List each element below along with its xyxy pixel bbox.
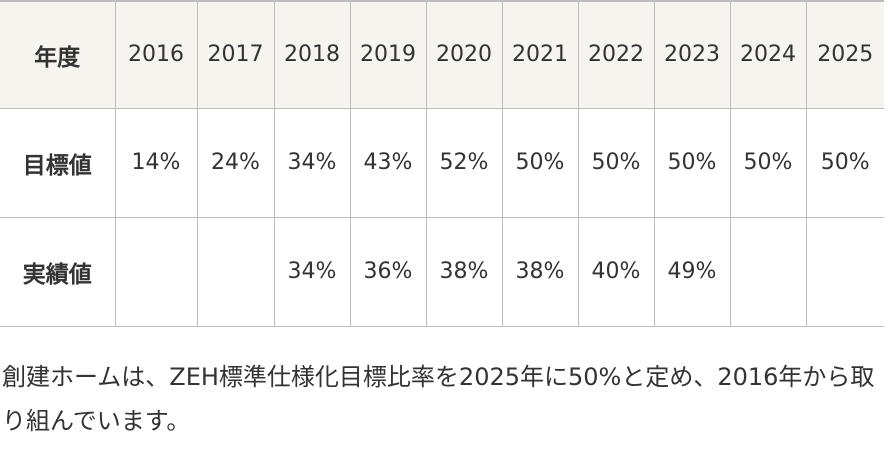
year-header: 2021 [501,0,579,109]
year-header: 2017 [196,0,275,109]
value-cell [805,216,884,327]
value-cell [114,216,198,327]
row-label: 目標値 [0,107,116,218]
year-header: 2020 [425,0,503,109]
value-cell [196,216,275,327]
value-cell: 38% [425,216,503,327]
data-row: 実績値 34% 36% 38% 38% 40% 49% [0,216,884,327]
value-cell: 38% [501,216,579,327]
value-cell: 14% [114,107,198,218]
value-cell: 50% [805,107,884,218]
note: 創建ホームは、ZEH標準仕様化目標比率を2025年に50%と定め、2016年から… [2,363,875,435]
value-cell: 52% [425,107,503,218]
year-header: 2023 [653,0,731,109]
value-cell: 43% [349,107,427,218]
row-label: 実績値 [0,216,116,327]
year-header: 2025 [805,0,884,109]
year-header: 2018 [273,0,351,109]
data-table: 年度 2016 2017 2018 2019 2020 2021 2022 2023 2024 20… [0,0,884,327]
year-header: 2024 [729,0,807,109]
value-cell: 50% [653,107,731,218]
year-header: 2016 [114,0,198,109]
value-cell: 34% [273,107,351,218]
header-label: 年度 [0,0,116,109]
value-cell: 40% [577,216,655,327]
year-header: 2022 [577,0,655,109]
data-row: 目標値 14% 24% 34% 43% 52% 50% 50% 50% 50% 50% [0,107,884,218]
value-cell: 50% [729,107,807,218]
header-row: 年度 2016 2017 2018 2019 2020 2021 2022 2023 2024 20… [0,0,884,109]
value-cell [729,216,807,327]
value-cell: 24% [196,107,275,218]
value-cell: 50% [501,107,579,218]
value-cell: 49% [653,216,731,327]
value-cell: 50% [577,107,655,218]
year-header: 2019 [349,0,427,109]
value-cell: 36% [349,216,427,327]
value-cell: 34% [273,216,351,327]
